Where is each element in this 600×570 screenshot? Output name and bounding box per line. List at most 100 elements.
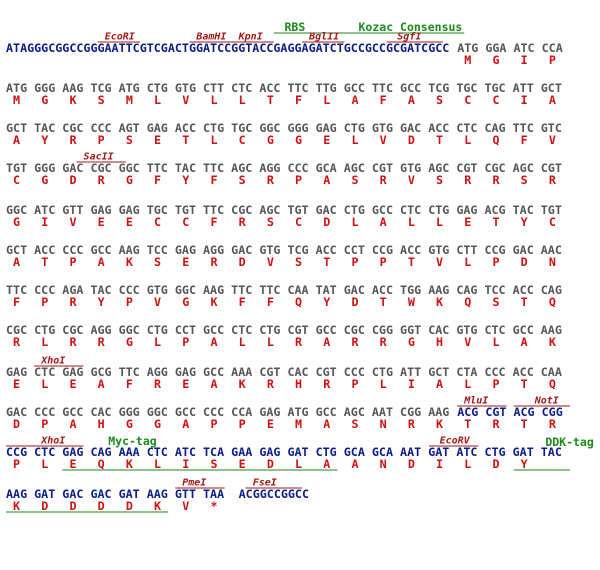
amino-acid: V — [408, 173, 415, 187]
dna-sequence: TGT GGG GAC CGC GGC TTC TAC TTC AGC AGG … — [6, 161, 562, 175]
amino-acid: C — [182, 215, 189, 229]
amino-acid: V — [182, 499, 189, 513]
amino-acid: Q — [492, 133, 499, 147]
amino-acid: S — [295, 255, 302, 269]
amino-acid: R — [210, 255, 218, 269]
amino-acid: G — [295, 133, 302, 147]
amino-acid: A — [182, 417, 189, 431]
amino-acid: M — [126, 93, 133, 107]
amino-acid: V — [436, 255, 443, 269]
amino-acid: S — [351, 173, 358, 187]
amino-acid: Q — [464, 295, 471, 309]
amino-acid: A — [436, 377, 443, 391]
amino-acid: A — [549, 93, 556, 107]
amino-acid: M — [464, 53, 471, 67]
amino-acid: G — [41, 93, 48, 107]
amino-acid: A — [69, 417, 76, 431]
amino-acid: A — [13, 255, 20, 269]
enzyme-label: EcoRI — [105, 32, 135, 43]
dna-sequence: ACG CGT ACG CGG — [457, 405, 563, 419]
amino-acid: E — [98, 215, 105, 229]
amino-acid: I — [521, 93, 528, 107]
amino-acid: G — [182, 295, 189, 309]
amino-acid: L — [351, 133, 358, 147]
dna-sequence: GAG CTC GAG GCG TTC AGG GAG GCC AAA CGT … — [6, 365, 562, 379]
amino-acid: P — [239, 417, 246, 431]
amino-acid: A — [13, 133, 20, 147]
amino-acid: G — [154, 417, 161, 431]
amino-acid: F — [210, 215, 217, 229]
amino-acid: V — [380, 133, 387, 147]
amino-acid: K — [126, 457, 133, 471]
amino-acid: L — [464, 377, 471, 391]
enzyme-label: MluI — [463, 396, 488, 407]
amino-acid: I — [436, 457, 443, 471]
amino-acid: I — [41, 215, 48, 229]
amino-acid: Y — [98, 295, 105, 309]
amino-acid: Y — [323, 295, 330, 309]
amino-acid: G — [126, 173, 133, 187]
amino-acid: V — [267, 255, 274, 269]
amino-acid: R — [492, 173, 500, 187]
amino-acid: V — [69, 215, 76, 229]
amino-acid: F — [13, 295, 20, 309]
amino-acid: I — [408, 377, 415, 391]
amino-acid: D — [492, 457, 499, 471]
amino-acid: D — [351, 295, 358, 309]
amino-acid: W — [408, 295, 416, 309]
amino-acid: L — [41, 377, 48, 391]
amino-acid: A — [323, 457, 330, 471]
amino-acid: K — [13, 499, 20, 513]
amino-acid: D — [13, 417, 20, 431]
dna-sequence: CGC CTG CGC AGG GGC CTG CCT GCC CTC CTG … — [6, 323, 562, 337]
amino-acid: D — [323, 215, 330, 229]
amino-acid: L — [239, 335, 246, 349]
amino-acid: K — [436, 295, 443, 309]
amino-acid: A — [98, 377, 105, 391]
amino-acid: R — [464, 173, 472, 187]
amino-acid: P — [492, 377, 499, 391]
amino-acid: A — [521, 335, 528, 349]
dna-sequence: ATG GGA ATC CCA — [457, 41, 563, 55]
amino-acid: S — [492, 295, 499, 309]
amino-acid: T — [436, 133, 443, 147]
amino-acid: P — [351, 377, 358, 391]
amino-acid: L — [464, 133, 471, 147]
amino-acid: L — [380, 377, 387, 391]
amino-acid: M — [13, 93, 20, 107]
amino-acid: E — [323, 133, 330, 147]
enzyme-label: XhoI — [40, 356, 65, 367]
amino-acid: Y — [182, 173, 189, 187]
enzyme-label: NotI — [534, 396, 559, 407]
amino-acid: P — [295, 173, 302, 187]
amino-acid: R — [69, 295, 77, 309]
amino-acid: K — [436, 417, 443, 431]
amino-acid: R — [380, 335, 388, 349]
amino-acid: D — [521, 255, 528, 269]
amino-acid: D — [408, 457, 415, 471]
enzyme-label: SacII — [84, 152, 114, 163]
amino-acid: T — [182, 133, 189, 147]
amino-acid: R — [267, 173, 275, 187]
amino-acid: A — [380, 215, 387, 229]
amino-acid: D — [126, 499, 133, 513]
amino-acid: Q — [98, 457, 105, 471]
amino-acid: E — [126, 215, 133, 229]
amino-acid: K — [549, 335, 556, 349]
amino-acid: L — [154, 93, 161, 107]
amino-acid: A — [351, 93, 358, 107]
amino-acid: A — [323, 173, 330, 187]
amino-acid: C — [464, 93, 471, 107]
amino-acid: G — [408, 335, 415, 349]
dna-sequence: GCT ACC CCC GCC AAG TCC GAG AGG GAC GTG … — [6, 243, 562, 257]
dna-sequence: CCG CTC GAG CAG AAA CTC ATC TCA GAA GAG … — [6, 445, 562, 459]
enzyme-label: XhoI — [40, 436, 65, 447]
amino-acid: S — [351, 417, 358, 431]
amino-acid: A — [210, 335, 217, 349]
amino-acid: R — [549, 173, 557, 187]
feature-label: Myc-tag — [108, 434, 157, 448]
amino-acid: F — [210, 173, 217, 187]
amino-acid: I — [521, 53, 528, 67]
amino-acid: R — [98, 173, 106, 187]
amino-acid: H — [436, 335, 443, 349]
